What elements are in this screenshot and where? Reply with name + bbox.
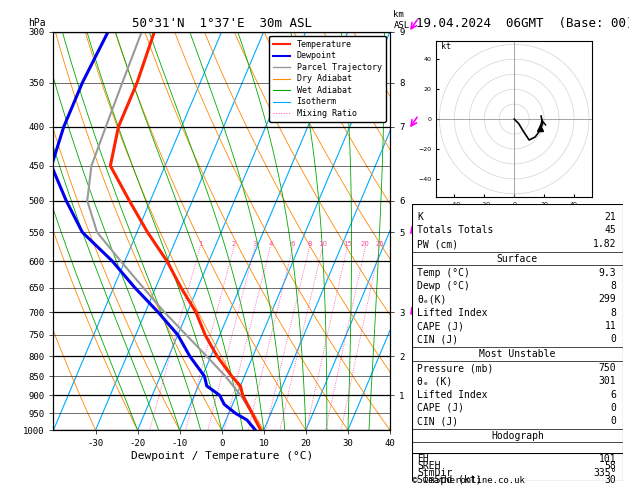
Text: 6: 6 (611, 390, 616, 399)
Text: Temp (°C): Temp (°C) (417, 268, 470, 278)
Text: 335°: 335° (593, 468, 616, 478)
Text: K: K (417, 211, 423, 222)
X-axis label: Dewpoint / Temperature (°C): Dewpoint / Temperature (°C) (131, 451, 313, 461)
Text: SREH: SREH (417, 461, 441, 470)
Text: 21: 21 (604, 211, 616, 222)
Text: CIN (J): CIN (J) (417, 334, 459, 344)
Text: 750: 750 (599, 363, 616, 373)
Text: 8: 8 (611, 308, 616, 318)
Text: Lifted Index: Lifted Index (417, 390, 487, 399)
Text: 9.3: 9.3 (599, 268, 616, 278)
Text: $\equiv$: $\equiv$ (418, 371, 429, 382)
Text: Totals Totals: Totals Totals (417, 226, 494, 235)
Text: 15: 15 (343, 241, 352, 247)
Text: 58: 58 (604, 461, 616, 470)
Text: 6: 6 (291, 241, 295, 247)
Text: $\equiv$: $\equiv$ (418, 351, 429, 361)
Legend: Temperature, Dewpoint, Parcel Trajectory, Dry Adiabat, Wet Adiabat, Isotherm, Mi: Temperature, Dewpoint, Parcel Trajectory… (269, 36, 386, 122)
Text: 30: 30 (604, 475, 616, 485)
Text: LCL: LCL (440, 439, 455, 448)
Text: 1: 1 (198, 241, 203, 247)
Text: 25: 25 (376, 241, 384, 247)
Text: 11: 11 (604, 321, 616, 331)
Text: Dewp (°C): Dewp (°C) (417, 281, 470, 291)
Text: Most Unstable: Most Unstable (479, 349, 555, 359)
Text: 2: 2 (232, 241, 236, 247)
Text: StmSpd (kt): StmSpd (kt) (417, 475, 482, 485)
Text: 8: 8 (307, 241, 312, 247)
Text: 301: 301 (599, 376, 616, 386)
Text: 20: 20 (361, 241, 370, 247)
Text: © weatheronline.co.uk: © weatheronline.co.uk (412, 476, 525, 485)
Text: 4: 4 (268, 241, 272, 247)
Text: 10: 10 (318, 241, 327, 247)
Text: 19.04.2024  06GMT  (Base: 00): 19.04.2024 06GMT (Base: 00) (416, 17, 629, 30)
Text: Surface: Surface (497, 254, 538, 264)
Text: $\equiv$: $\equiv$ (418, 408, 429, 418)
Text: $\equiv$: $\equiv$ (418, 390, 429, 400)
Text: Pressure (mb): Pressure (mb) (417, 363, 494, 373)
Text: 1.82: 1.82 (593, 239, 616, 249)
Text: km
ASL: km ASL (393, 10, 409, 30)
Text: 0: 0 (611, 403, 616, 413)
Text: 101: 101 (599, 453, 616, 464)
Text: 0: 0 (611, 416, 616, 426)
Text: $\equiv$: $\equiv$ (418, 425, 429, 435)
Text: θₑ (K): θₑ (K) (417, 376, 452, 386)
Text: PW (cm): PW (cm) (417, 239, 459, 249)
Text: 0: 0 (611, 334, 616, 344)
Text: $\equiv$: $\equiv$ (418, 307, 429, 317)
FancyBboxPatch shape (412, 453, 623, 481)
Text: CAPE (J): CAPE (J) (417, 321, 464, 331)
Title: 50°31'N  1°37'E  30m ASL: 50°31'N 1°37'E 30m ASL (131, 17, 312, 31)
Text: CIN (J): CIN (J) (417, 416, 459, 426)
Text: 45: 45 (604, 226, 616, 235)
FancyBboxPatch shape (412, 204, 623, 454)
Text: Hodograph: Hodograph (491, 431, 544, 441)
Text: StmDir: StmDir (417, 468, 452, 478)
Text: $\equiv$: $\equiv$ (418, 330, 429, 340)
Text: hPa: hPa (28, 17, 46, 28)
Text: Lifted Index: Lifted Index (417, 308, 487, 318)
Text: 299: 299 (599, 295, 616, 305)
Text: θₑ(K): θₑ(K) (417, 295, 447, 305)
Text: CAPE (J): CAPE (J) (417, 403, 464, 413)
Text: 3: 3 (253, 241, 257, 247)
Text: 8: 8 (611, 281, 616, 291)
Text: EH: EH (417, 453, 429, 464)
Text: kt: kt (441, 42, 451, 51)
